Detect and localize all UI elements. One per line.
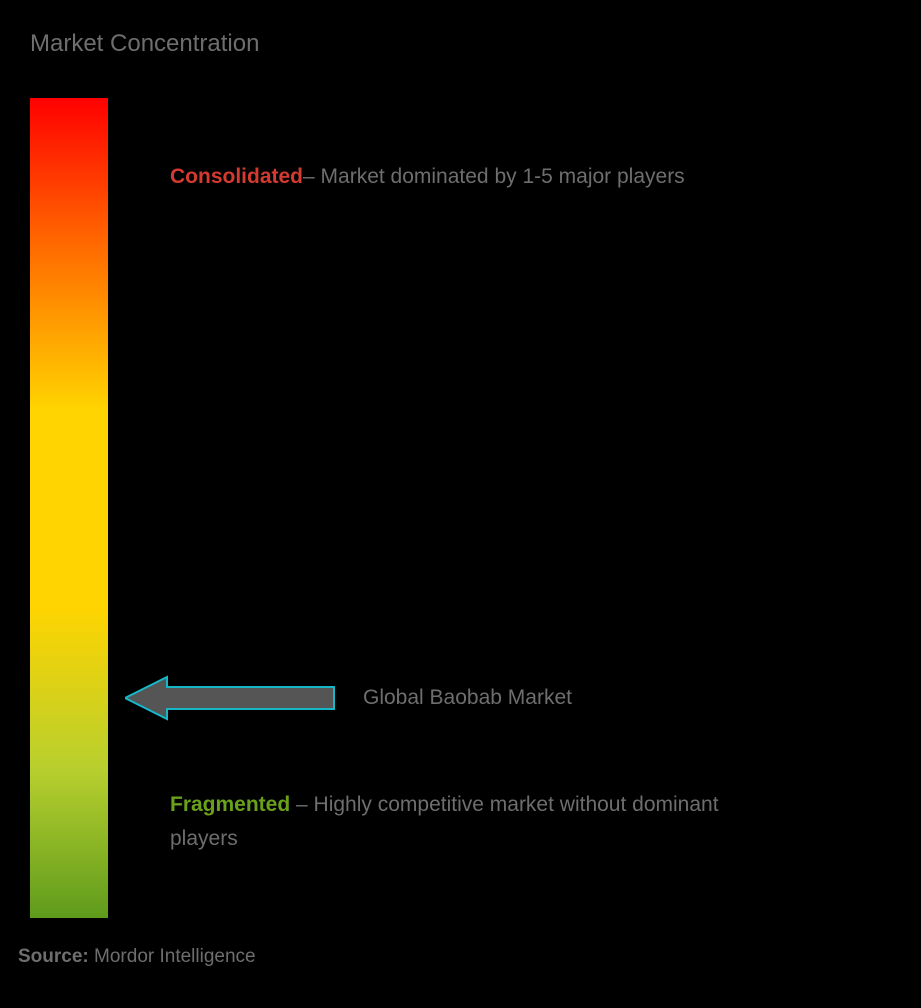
fragmented-highlight: Fragmented: [170, 793, 290, 816]
fragmented-text-1: – Highly competitive market without domi…: [290, 793, 718, 816]
source-attribution: Source: Mordor Intelligence: [18, 946, 256, 968]
concentration-gradient-bar: [30, 98, 108, 918]
source-label: Source:: [18, 946, 89, 967]
chart-area: Consolidated– Market dominated by 1-5 ma…: [30, 98, 891, 918]
infographic-container: Market Concentration Consolidated– Marke…: [0, 0, 921, 1008]
arrow-left-icon: [125, 674, 335, 722]
market-pointer: Global Baobab Market: [125, 674, 572, 722]
consolidated-highlight: Consolidated: [170, 165, 303, 188]
source-value: Mordor Intelligence: [89, 946, 256, 967]
market-pointer-label: Global Baobab Market: [363, 686, 572, 710]
consolidated-text: – Market dominated by 1-5 major players: [303, 165, 685, 188]
fragmented-text-2: players: [170, 827, 238, 850]
consolidated-annotation: Consolidated– Market dominated by 1-5 ma…: [170, 160, 871, 194]
chart-title: Market Concentration: [30, 30, 891, 58]
fragmented-annotation: Fragmented – Highly competitive market w…: [170, 788, 871, 855]
